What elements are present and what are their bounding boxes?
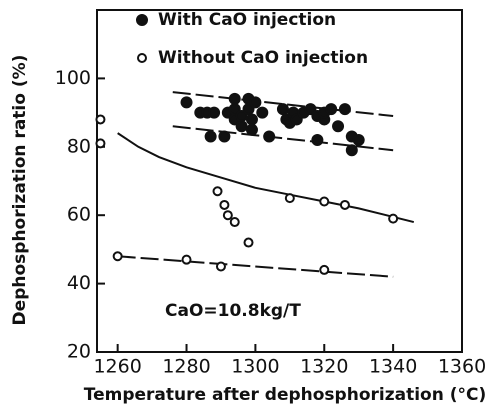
point — [290, 113, 303, 126]
y-axis-label: Dephosphorization ratio (%) — [10, 55, 30, 326]
x-tick-label: 1340 — [369, 356, 417, 378]
point — [215, 261, 226, 272]
point — [245, 123, 258, 136]
point — [219, 199, 230, 210]
fit-line — [117, 132, 415, 224]
point — [345, 144, 358, 157]
point — [332, 120, 345, 133]
y-tick-label: 40 — [67, 272, 91, 294]
point — [339, 199, 350, 210]
point — [204, 130, 217, 143]
point — [249, 96, 262, 109]
fit-line — [172, 125, 394, 152]
x-tick-label: 1360 — [438, 356, 486, 378]
point — [235, 120, 248, 133]
point — [388, 213, 399, 224]
point — [256, 106, 269, 119]
legend-label: Without CaO injection — [158, 48, 368, 68]
x-axis-label: Temperature after dephosphorization (°C) — [84, 385, 487, 405]
legend-marker — [137, 53, 147, 63]
y-tick-label: 80 — [67, 135, 91, 157]
plot-frame — [96, 9, 463, 353]
point — [311, 133, 324, 146]
fit-line — [117, 255, 394, 278]
fit-line — [172, 91, 394, 118]
x-tick-label: 1280 — [162, 356, 210, 378]
point — [284, 193, 295, 204]
y-tick-label: 100 — [55, 67, 91, 89]
x-tick-label: 1300 — [231, 356, 279, 378]
point — [325, 103, 338, 116]
point — [243, 237, 254, 248]
annotation: CaO=10.8kg/T — [165, 301, 301, 321]
point — [276, 103, 289, 116]
point — [338, 103, 351, 116]
y-tick-label: 60 — [67, 204, 91, 226]
legend-marker — [136, 14, 148, 26]
point — [181, 254, 192, 265]
point — [212, 186, 223, 197]
point — [235, 110, 248, 123]
point — [208, 106, 221, 119]
point — [95, 138, 106, 149]
point — [319, 196, 330, 207]
point — [263, 130, 276, 143]
point — [352, 133, 365, 146]
point — [222, 210, 233, 221]
y-tick-label: 20 — [67, 341, 91, 363]
point — [95, 114, 106, 125]
point — [228, 92, 241, 105]
point — [242, 103, 255, 116]
x-tick-label: 1320 — [300, 356, 348, 378]
point — [218, 130, 231, 143]
x-tick-label: 1260 — [93, 356, 141, 378]
point — [229, 217, 240, 228]
point — [112, 251, 123, 262]
point — [245, 113, 258, 126]
point — [319, 264, 330, 275]
legend-label: With CaO injection — [158, 10, 336, 30]
point — [304, 103, 317, 116]
point — [180, 96, 193, 109]
